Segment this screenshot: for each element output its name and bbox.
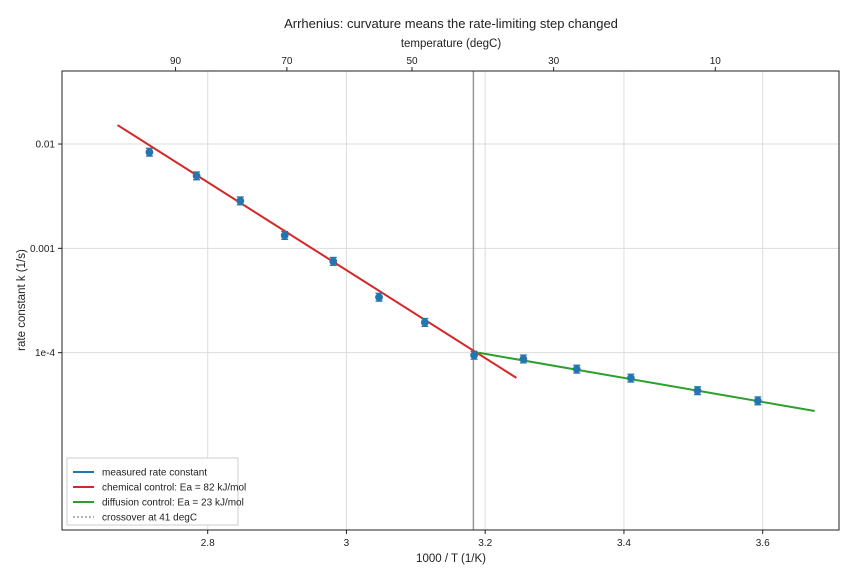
legend: measured rate constant chemical control: …: [66, 457, 246, 526]
legend-label: diffusion control: Ea = 23 kJ/mol: [102, 498, 244, 509]
top-axis-label: temperature (degC): [401, 38, 502, 50]
axis-ticks: 2.8 3 3.2 3.4 3.6 0.01 0.001 1e-4 90 70 50 30 10: [30, 56, 770, 549]
data-marker: [470, 351, 478, 360]
data-marker: [192, 171, 201, 180]
data-marker: [519, 355, 528, 363]
top-tick-label: 90: [170, 56, 182, 67]
data-point: [329, 256, 338, 266]
x-tick-label: 3.6: [756, 538, 770, 549]
legend-label: crossover at 41 degC: [102, 513, 197, 524]
data-point: [375, 292, 383, 302]
x-tick-label: 3.2: [478, 538, 492, 549]
top-tick-label: 70: [281, 56, 293, 67]
data-point: [572, 364, 581, 374]
x-tick-label: 2.8: [201, 538, 215, 549]
y-tick-label: 1e-4: [35, 348, 55, 359]
chemical-control-line: [116, 124, 517, 379]
data-point: [626, 373, 635, 383]
data-point: [753, 396, 762, 406]
grid: [62, 71, 839, 530]
x-tick-label: 3: [344, 538, 350, 549]
data-marker: [375, 293, 383, 302]
data-point: [280, 230, 289, 240]
data-marker: [753, 396, 762, 405]
data-marker: [145, 148, 154, 157]
data-marker: [236, 196, 245, 205]
top-tick-label: 30: [548, 56, 560, 67]
data-marker: [420, 318, 429, 327]
data-marker: [626, 374, 635, 383]
data-point: [693, 386, 702, 396]
data-point: [236, 196, 245, 206]
data-point: [470, 350, 478, 360]
top-tick-label: 10: [710, 56, 722, 67]
legend-label: chemical control: Ea = 82 kJ/mol: [102, 483, 246, 494]
data-marker: [693, 386, 702, 395]
plot-frame: [61, 70, 840, 531]
fit-lines: [116, 124, 815, 412]
chart-title: Arrhenius: curvature means the rate-limi…: [284, 16, 618, 31]
data-points: [145, 147, 762, 406]
y-tick-label: 0.01: [36, 140, 56, 151]
data-point: [519, 354, 528, 364]
x-axis-label: 1000 / T (1/K): [416, 553, 486, 565]
legend-box: [66, 457, 239, 526]
data-marker: [572, 365, 581, 374]
data-marker: [280, 231, 289, 240]
data-point: [192, 171, 201, 181]
diffusion-control-line: [478, 351, 815, 412]
data-point: [145, 147, 154, 157]
top-tick-label: 50: [406, 56, 418, 67]
y-axis-label: rate constant k (1/s): [16, 249, 28, 351]
legend-label: measured rate constant: [102, 468, 207, 479]
data-point: [420, 317, 429, 327]
x-tick-label: 3.4: [617, 538, 631, 549]
y-tick-label: 0.001: [30, 244, 55, 255]
data-marker: [329, 257, 338, 266]
